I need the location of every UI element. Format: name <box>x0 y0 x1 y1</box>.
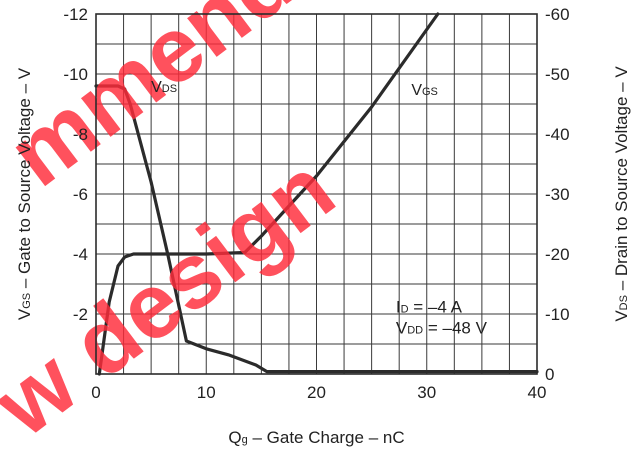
y-right-tick-label: -60 <box>545 5 570 24</box>
annotation-drain-current: ID = –4 A <box>396 298 463 317</box>
y-left-tick-label: -10 <box>63 65 88 84</box>
y-left-tick-label: -12 <box>63 5 88 24</box>
x-tick-label: 30 <box>417 383 436 402</box>
vgs-curve <box>97 12 440 376</box>
tick-labels: 0 10 20 30 40 -2 -4 -6 -8 -10 -12 0 -10 -20 -30 -40 -50 -… <box>63 5 569 402</box>
y-right-tick-label: -50 <box>545 65 570 84</box>
plot-frame <box>95 13 538 375</box>
vds-curve <box>94 84 539 374</box>
chart-curves <box>94 12 539 376</box>
chart-grid <box>96 14 537 374</box>
x-tick-label: 10 <box>197 383 216 402</box>
x-tick-label: 20 <box>307 383 326 402</box>
y-right-tick-label: -20 <box>545 245 570 264</box>
vds-curve-label: VDS <box>151 79 177 96</box>
y-right-tick-label: -40 <box>545 125 570 144</box>
y-right-tick-label: -30 <box>545 185 570 204</box>
y-axis-right-title: VDS – Drain to Source Voltage – V <box>612 66 631 322</box>
y-right-tick-label: -10 <box>545 305 570 324</box>
y-left-tick-label: -2 <box>73 305 88 324</box>
x-axis-title: Qg – Gate Charge – nC <box>228 428 404 447</box>
y-left-tick-label: -8 <box>73 125 88 144</box>
y-left-tick-label: -4 <box>73 245 88 264</box>
y-left-tick-label: -6 <box>73 185 88 204</box>
annotation-supply-voltage: VDD = –48 V <box>396 319 488 338</box>
vgs-curve-label: VGS <box>411 82 438 99</box>
y-right-tick-label: 0 <box>545 365 554 384</box>
x-tick-label: 40 <box>528 383 547 402</box>
x-tick-label: 0 <box>91 383 100 402</box>
y-axis-left-title: VGS – Gate to Source Voltage – V <box>15 67 34 320</box>
